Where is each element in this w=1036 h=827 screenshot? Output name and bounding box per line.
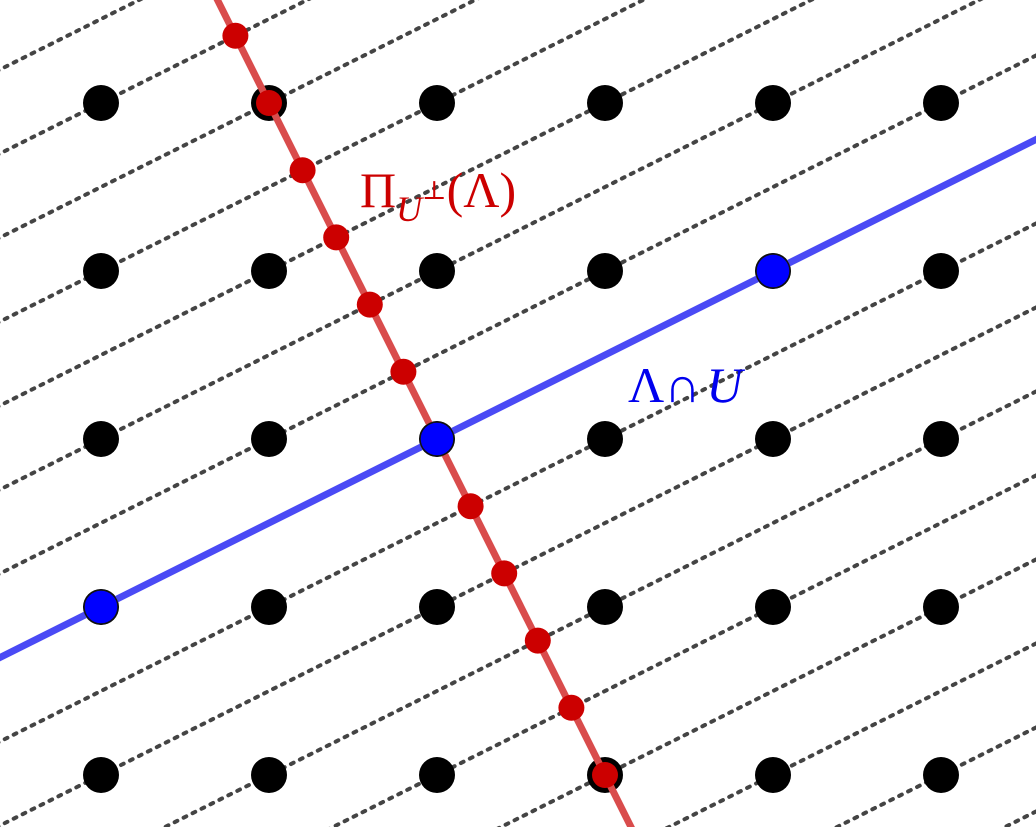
dotted-line xyxy=(0,221,1036,744)
lattice-point xyxy=(587,85,623,121)
projected-point xyxy=(222,22,249,49)
intersection-label: Λ∩ U xyxy=(628,357,745,413)
lattice-point xyxy=(755,85,791,121)
lattice-point xyxy=(251,589,287,625)
projected-point xyxy=(592,762,618,788)
projected-point xyxy=(356,291,383,318)
dotted-line xyxy=(496,557,1036,827)
dotted-line xyxy=(0,0,816,408)
projected-point xyxy=(289,157,316,184)
intersection-point xyxy=(419,421,455,457)
lattice-point xyxy=(923,757,959,793)
lattice-point xyxy=(83,253,119,289)
lattice-point xyxy=(83,757,119,793)
label-text: Λ∩ xyxy=(628,357,700,413)
lattice-point xyxy=(251,421,287,457)
lattice-point xyxy=(419,589,455,625)
label-subscript: U xyxy=(396,189,424,229)
subspace-line xyxy=(0,135,1036,662)
intersection-points xyxy=(83,253,791,625)
projected-point xyxy=(457,493,484,520)
dotted-line xyxy=(328,473,1036,827)
lattice-point xyxy=(251,253,287,289)
intersection-point xyxy=(755,253,791,289)
projected-point xyxy=(524,627,551,654)
dotted-line xyxy=(0,0,480,240)
lattice-point xyxy=(251,757,287,793)
projection-label: ΠU⊥(Λ) xyxy=(360,162,516,229)
dotted-line xyxy=(0,305,1036,827)
dotted-line xyxy=(664,641,1036,827)
dotted-line xyxy=(0,53,1036,576)
lattice-point xyxy=(755,421,791,457)
label-symbol: Π xyxy=(360,162,396,218)
lattice-point xyxy=(923,253,959,289)
lattice-point xyxy=(755,757,791,793)
intersection-point xyxy=(83,589,119,625)
lattice-point xyxy=(923,421,959,457)
dotted-line xyxy=(160,389,1036,827)
projected-point xyxy=(390,358,417,385)
lattice-point xyxy=(587,253,623,289)
projected-points xyxy=(222,22,618,788)
dotted-line xyxy=(0,0,648,324)
lattice-point xyxy=(923,589,959,625)
orthogonal-line xyxy=(213,0,635,827)
lattice-point xyxy=(419,85,455,121)
projected-point xyxy=(558,694,585,721)
projected-point xyxy=(323,224,350,251)
label-variable: U xyxy=(706,357,745,413)
lattice-point xyxy=(587,589,623,625)
label-argument: (Λ) xyxy=(447,162,517,218)
projected-point xyxy=(491,560,518,587)
lattice-points xyxy=(83,85,959,793)
dotted-line xyxy=(1000,809,1036,827)
lattice-point xyxy=(83,421,119,457)
label-superscript: ⊥ xyxy=(422,176,446,205)
lattice-point xyxy=(419,757,455,793)
lattice-point xyxy=(755,589,791,625)
dotted-line xyxy=(0,0,984,492)
lattice-point xyxy=(83,85,119,121)
projected-point xyxy=(256,90,282,116)
dotted-line xyxy=(832,725,1036,827)
lattice-point xyxy=(923,85,959,121)
lattice-point xyxy=(419,253,455,289)
lattice-point xyxy=(587,421,623,457)
dotted-line xyxy=(0,0,1036,6)
dotted-line xyxy=(0,0,312,156)
